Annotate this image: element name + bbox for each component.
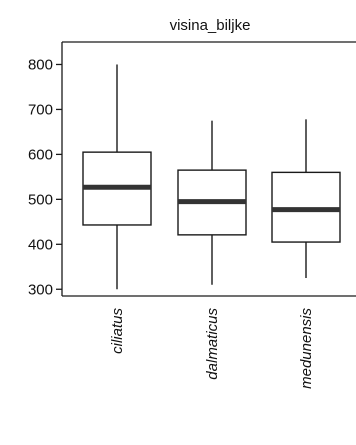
chart-title: visina_biljke: [170, 17, 251, 34]
y-tick-label: 300: [28, 281, 53, 298]
y-tick-label: 800: [28, 56, 53, 73]
x-tick-label: ciliatus: [109, 308, 126, 354]
x-tick-label: dalmaticus: [204, 308, 221, 380]
x-tick-label: medunensis: [298, 308, 315, 389]
box-series: [82, 64, 341, 290]
box-medunensis: [271, 119, 341, 279]
y-tick-label: 600: [28, 146, 53, 163]
plot-area: [61, 41, 356, 297]
x-axis-labels: ciliatus dalmaticus medunensis: [109, 308, 315, 389]
y-axis: 300 400 500 600 700 800: [28, 56, 62, 298]
y-tick-label: 700: [28, 101, 53, 118]
box-ciliatus: [82, 64, 152, 290]
box-dalmaticus: [177, 120, 247, 285]
y-tick-label: 500: [28, 191, 53, 208]
y-tick-label: 400: [28, 236, 53, 253]
